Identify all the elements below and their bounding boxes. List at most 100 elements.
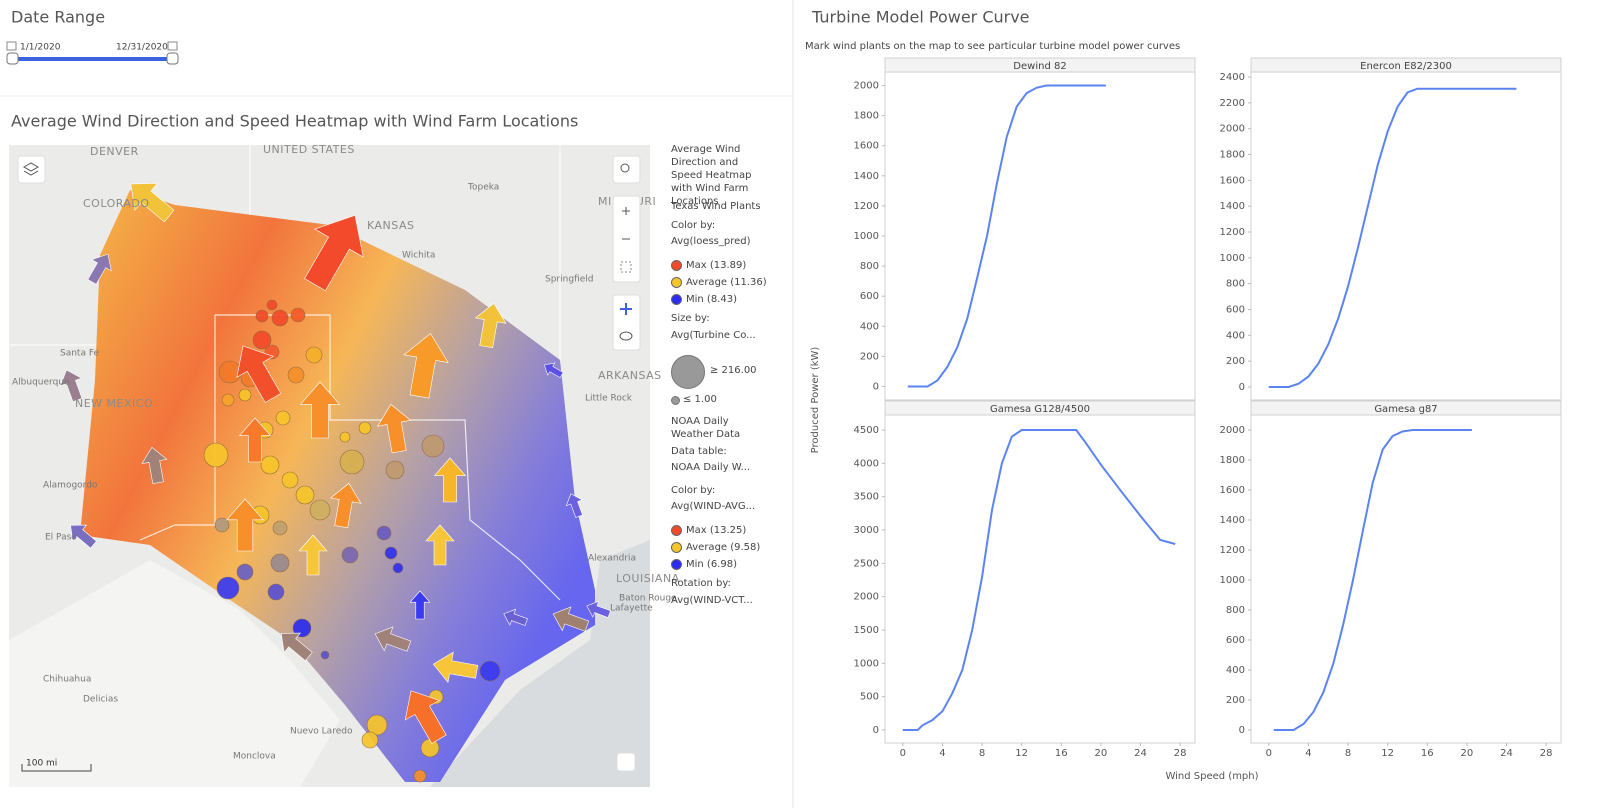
legend-value: Avg(loess_pred) bbox=[671, 236, 751, 247]
legend-value: Avg(WIND-VCT... bbox=[671, 595, 753, 606]
map-label: Little Rock bbox=[585, 394, 633, 404]
map-label: El Paso bbox=[45, 533, 77, 543]
wind-plant bbox=[295, 485, 315, 505]
wind-plant bbox=[305, 346, 323, 364]
y-tick-label: 1200 bbox=[1220, 227, 1245, 238]
map[interactable]: DENVER UNITED STATES COLORADO KANSAS Top… bbox=[9, 143, 680, 787]
reset-icon bbox=[620, 261, 632, 273]
legend-value: Avg(Turbine Co... bbox=[671, 330, 756, 341]
map-label: Lafayette bbox=[610, 604, 653, 614]
map-label: Springfield bbox=[545, 275, 593, 285]
x-tick-label: 0 bbox=[1266, 748, 1272, 759]
plot-area bbox=[884, 71, 1196, 401]
date-range-title: Date Range bbox=[11, 8, 105, 27]
x-tick-label: 16 bbox=[1055, 748, 1068, 759]
legend-label: Rotation by: bbox=[671, 578, 731, 589]
heatmap bbox=[80, 190, 595, 782]
wind-arrow bbox=[377, 403, 412, 454]
wind-arrow bbox=[409, 590, 431, 620]
y-tick-label: 1000 bbox=[854, 231, 879, 242]
legend-swatch bbox=[671, 525, 682, 536]
calendar-icon bbox=[167, 41, 178, 51]
search-icon bbox=[620, 163, 630, 173]
map-label: KANSAS bbox=[367, 219, 414, 232]
map-label: Topeka bbox=[467, 183, 499, 193]
mexico-land bbox=[9, 560, 340, 787]
x-tick-label: 4 bbox=[939, 748, 945, 759]
legend-text: Average (9.58) bbox=[686, 542, 761, 553]
x-tick-label: 8 bbox=[979, 748, 985, 759]
zoom-icons bbox=[622, 207, 630, 240]
wind-plant bbox=[238, 388, 252, 402]
y-tick-label: 1200 bbox=[854, 201, 879, 212]
wind-arrow bbox=[130, 183, 175, 223]
wind-plant bbox=[421, 434, 445, 458]
attribution-button[interactable] bbox=[616, 752, 636, 772]
y-tick-label: 1400 bbox=[854, 171, 879, 182]
slider-track[interactable] bbox=[12, 57, 173, 61]
wind-plant bbox=[320, 650, 330, 660]
scale-label: 100 mi bbox=[26, 759, 57, 769]
power-curve bbox=[902, 429, 1176, 731]
map-label: DENVER bbox=[90, 145, 139, 158]
wind-arrow bbox=[474, 302, 507, 349]
y-tick-label: 2000 bbox=[854, 81, 879, 92]
y-tick-label: 1000 bbox=[854, 658, 879, 669]
y-tick-label: 400 bbox=[860, 321, 879, 332]
map-symbols bbox=[59, 183, 611, 783]
y-tick-label: 3000 bbox=[854, 525, 879, 536]
legend-value: Avg(WIND-AVG... bbox=[671, 501, 756, 512]
power-curve bbox=[1273, 429, 1472, 731]
legend-label: Color by: bbox=[671, 485, 716, 496]
wind-plant bbox=[267, 583, 285, 601]
slider-handle[interactable] bbox=[6, 52, 19, 65]
search-button[interactable] bbox=[612, 155, 641, 184]
y-tick-label: 2400 bbox=[1220, 72, 1245, 83]
scale-bar bbox=[21, 764, 92, 772]
y-tick-label: 800 bbox=[1226, 605, 1245, 616]
y-tick-label: 1000 bbox=[1220, 253, 1245, 264]
y-tick-label: 2500 bbox=[854, 558, 879, 569]
panel-title: Gamesa g87 bbox=[1374, 404, 1437, 415]
y-tick-label: 600 bbox=[1226, 304, 1245, 315]
wind-plant bbox=[292, 618, 312, 638]
pan-icon bbox=[620, 303, 632, 315]
wind-plant bbox=[272, 520, 288, 536]
lasso-icon bbox=[619, 331, 633, 341]
panel-title: Dewind 82 bbox=[1013, 61, 1066, 72]
y-tick-label: 1600 bbox=[854, 141, 879, 152]
y-tick-label: 1800 bbox=[854, 111, 879, 122]
wind-arrow bbox=[141, 446, 168, 485]
x-tick-label: 0 bbox=[900, 748, 906, 759]
y-tick-label: 600 bbox=[1226, 635, 1245, 646]
y-tick-label: 400 bbox=[1226, 330, 1245, 341]
panel-title: Gamesa G128/4500 bbox=[990, 404, 1090, 415]
y-tick-label: 1400 bbox=[1220, 201, 1245, 212]
wind-plant bbox=[221, 393, 235, 407]
map-label: Wichita bbox=[402, 251, 435, 261]
wind-plant bbox=[376, 525, 392, 541]
y-tick-label: 400 bbox=[1226, 665, 1245, 676]
slider-handle[interactable] bbox=[166, 52, 179, 65]
y-tick-label: 2000 bbox=[854, 592, 879, 603]
legend-label: Data table: bbox=[671, 446, 727, 457]
x-tick-label: 12 bbox=[1015, 748, 1028, 759]
wind-plant bbox=[420, 738, 440, 758]
wind-plant bbox=[281, 471, 299, 489]
wind-plant bbox=[270, 553, 290, 573]
wind-arrow bbox=[433, 457, 467, 503]
plot-area bbox=[884, 414, 1196, 744]
wind-plant bbox=[413, 769, 427, 783]
wind-plant bbox=[275, 410, 291, 426]
wind-plant bbox=[287, 366, 305, 384]
layers-button[interactable] bbox=[17, 155, 46, 184]
wind-plant bbox=[339, 449, 365, 475]
wind-arrow bbox=[299, 381, 341, 439]
y-tick-label: 4500 bbox=[854, 425, 879, 436]
wind-plant bbox=[384, 546, 398, 560]
wind-arrow bbox=[329, 482, 362, 529]
wind-plant bbox=[255, 309, 269, 323]
wind-plant bbox=[339, 431, 351, 443]
y-tick-label: 1600 bbox=[1220, 175, 1245, 186]
